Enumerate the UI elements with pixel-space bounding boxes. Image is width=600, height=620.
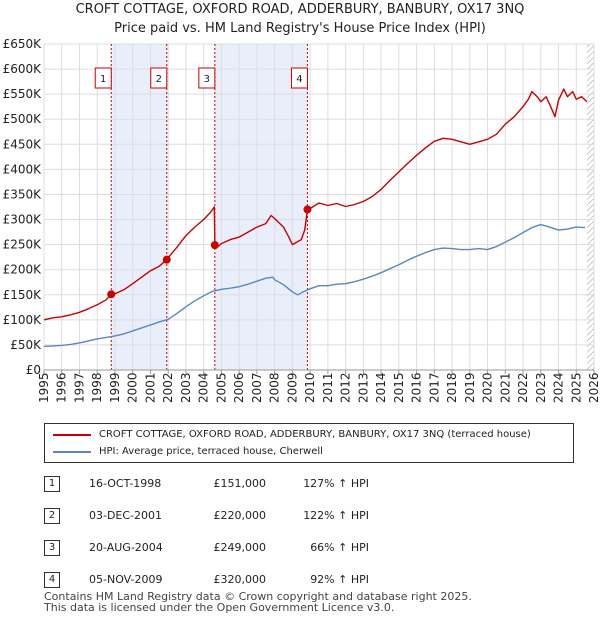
x-tick-label: 2007 bbox=[250, 372, 264, 403]
hpi-series-line bbox=[43, 223, 586, 348]
y-tick-label: £300K bbox=[3, 213, 43, 227]
sale-number: 4 bbox=[44, 572, 60, 588]
sale-row: 2 03-DEC-2001 £220,000 122% ↑ HPI bbox=[44, 506, 584, 538]
sale-price: £249,000 bbox=[213, 541, 267, 554]
x-tick-label: 2025 bbox=[569, 372, 583, 403]
y-tick-label: £100K bbox=[3, 313, 43, 327]
sale-hpi: 122% ↑ HPI bbox=[303, 509, 369, 522]
sale-row: 4 05-NOV-2009 £320,000 92% ↑ HPI bbox=[44, 570, 584, 602]
legend-label-property: CROFT COTTAGE, OXFORD ROAD, ADDERBURY, B… bbox=[99, 429, 531, 440]
sale-point bbox=[107, 290, 116, 299]
x-tick-label: 2010 bbox=[303, 372, 317, 403]
y-tick-label: £550K bbox=[3, 87, 43, 101]
x-tick-label: 2022 bbox=[516, 372, 530, 403]
sale-date: 03-DEC-2001 bbox=[89, 509, 163, 522]
legend-label-hpi: HPI: Average price, terraced house, Cher… bbox=[99, 446, 323, 457]
sale-number: 2 bbox=[44, 508, 60, 524]
x-tick-label: 2012 bbox=[339, 372, 353, 403]
x-tick-label: 2023 bbox=[534, 372, 548, 403]
x-tick-label: 2016 bbox=[410, 372, 424, 403]
x-tick-label: 2009 bbox=[285, 372, 299, 403]
sale-point bbox=[303, 205, 312, 214]
sale-row: 3 20-AUG-2004 £249,000 66% ↑ HPI bbox=[44, 538, 584, 570]
x-tick-label: 1996 bbox=[55, 372, 69, 403]
x-tick-label: 2011 bbox=[321, 372, 335, 403]
sale-hpi: 92% ↑ HPI bbox=[310, 573, 369, 586]
y-tick-label: £0 bbox=[26, 363, 41, 377]
sale-label-box bbox=[198, 67, 216, 89]
shaded-span-1 bbox=[111, 44, 167, 370]
sale-label-box bbox=[290, 67, 308, 89]
sale-label-text: 3 bbox=[204, 74, 210, 85]
legend-swatch-hpi bbox=[53, 451, 91, 453]
sale-hpi: 66% ↑ HPI bbox=[310, 541, 369, 554]
legend: CROFT COTTAGE, OXFORD ROAD, ADDERBURY, B… bbox=[44, 423, 574, 463]
sale-date: 05-NOV-2009 bbox=[89, 573, 163, 586]
sale-price: £320,000 bbox=[213, 573, 267, 586]
sale-price: £151,000 bbox=[213, 477, 267, 490]
x-tick-label: 2019 bbox=[463, 372, 477, 403]
x-tick-label: 2004 bbox=[197, 372, 211, 403]
x-tick-label: 2015 bbox=[392, 372, 406, 403]
hatched-region bbox=[586, 44, 594, 370]
y-tick-label: £350K bbox=[3, 187, 43, 201]
x-tick-label: 2001 bbox=[143, 372, 157, 403]
x-tick-label: 2020 bbox=[481, 372, 495, 403]
y-tick-label: £450K bbox=[3, 137, 43, 151]
footer-license: This data is licensed under the Open Gov… bbox=[44, 601, 395, 614]
x-tick-label: 1999 bbox=[108, 372, 122, 403]
y-tick-label: £500K bbox=[3, 112, 43, 126]
chart-title: CROFT COTTAGE, OXFORD ROAD, ADDERBURY, B… bbox=[76, 2, 525, 17]
legend-swatch-property bbox=[53, 434, 91, 436]
x-tick-label: 2021 bbox=[498, 372, 512, 403]
x-tick-label: 2013 bbox=[356, 372, 370, 403]
x-tick-label: 2000 bbox=[126, 372, 140, 403]
sale-label-text: 4 bbox=[296, 74, 302, 85]
price-chart: CROFT COTTAGE, OXFORD ROAD, ADDERBURY, B… bbox=[3, 2, 600, 403]
sale-point bbox=[162, 255, 171, 264]
y-tick-label: £50K bbox=[10, 338, 42, 352]
sale-price: £220,000 bbox=[213, 509, 267, 522]
sale-date: 20-AUG-2004 bbox=[89, 541, 163, 554]
sales-table: 1 16-OCT-1998 £151,000 127% ↑ HPI 2 03-D… bbox=[44, 474, 584, 602]
x-tick-label: 2005 bbox=[214, 372, 228, 403]
x-tick-label: 2008 bbox=[268, 372, 282, 403]
shaded-span-2 bbox=[214, 44, 308, 370]
x-tick-label: 1998 bbox=[90, 372, 104, 403]
y-tick-label: £650K bbox=[3, 37, 43, 51]
sale-date: 16-OCT-1998 bbox=[89, 477, 162, 490]
x-tick-label: 2018 bbox=[445, 372, 459, 403]
x-tick-label: 2002 bbox=[161, 372, 175, 403]
x-tick-label: 2006 bbox=[232, 372, 246, 403]
sale-label-box bbox=[94, 67, 112, 89]
sale-row: 1 16-OCT-1998 £151,000 127% ↑ HPI bbox=[44, 474, 584, 506]
y-tick-label: £400K bbox=[3, 162, 43, 176]
sale-point bbox=[210, 241, 219, 250]
y-tick-label: £150K bbox=[3, 288, 43, 302]
sale-label-text: 1 bbox=[100, 74, 106, 85]
x-tick-label: 2014 bbox=[374, 372, 388, 403]
x-tick-label: 2017 bbox=[427, 372, 441, 403]
sale-label-text: 2 bbox=[156, 74, 162, 85]
sale-label-box bbox=[150, 67, 168, 89]
x-tick-label: 1995 bbox=[37, 372, 51, 403]
y-tick-label: £250K bbox=[3, 238, 43, 252]
y-tick-label: £200K bbox=[3, 263, 43, 277]
sale-number: 3 bbox=[44, 540, 60, 556]
y-tick-label: £600K bbox=[3, 62, 43, 76]
chart-subtitle: Price paid vs. HM Land Registry's House … bbox=[114, 21, 486, 36]
x-tick-label: 2026 bbox=[587, 372, 600, 403]
footer: Contains HM Land Registry data © Crown c… bbox=[44, 591, 472, 613]
x-tick-label: 1997 bbox=[72, 372, 86, 403]
x-tick-label: 2003 bbox=[179, 372, 193, 403]
x-tick-label: 2024 bbox=[552, 372, 566, 403]
sale-number: 1 bbox=[44, 476, 60, 492]
sale-hpi: 127% ↑ HPI bbox=[303, 477, 369, 490]
footer-copyright: Contains HM Land Registry data © Crown c… bbox=[44, 590, 472, 603]
